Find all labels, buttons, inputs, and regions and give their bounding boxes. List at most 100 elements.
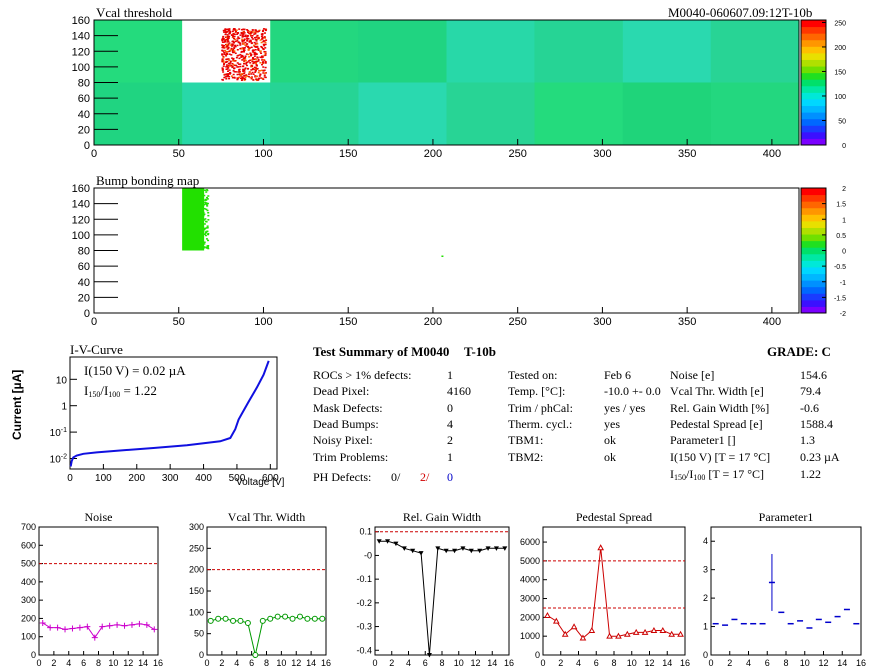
missing-bump <box>206 245 209 247</box>
map1-ytick-label: 60 <box>78 93 90 105</box>
map2-title: Bump bonding map <box>96 173 200 188</box>
vcal-thr-width-point <box>252 652 259 658</box>
summary-title: Test Summary of M0040 <box>313 344 450 359</box>
hot-pixel <box>242 47 245 49</box>
hot-pixel <box>251 38 254 40</box>
hot-pixel <box>242 28 245 30</box>
hot-pixel <box>244 59 247 62</box>
map1-ytick-label: 160 <box>72 15 90 27</box>
hot-pixel <box>264 54 267 56</box>
map2-palette-tick-label: -2 <box>840 311 846 318</box>
hot-pixel <box>263 50 266 53</box>
hot-pixel <box>226 73 229 75</box>
hot-pixel <box>225 43 228 46</box>
hot-pixel <box>222 71 225 73</box>
hot-pixel <box>262 78 265 80</box>
missing-bump <box>207 195 210 197</box>
map2-palette-swatch <box>801 266 826 275</box>
hot-pixel <box>259 39 262 41</box>
hot-pixel <box>244 55 247 57</box>
missing-bump <box>207 247 210 250</box>
hot-pixel <box>260 45 263 48</box>
hot-pixel <box>224 39 227 42</box>
missing-bump <box>205 191 208 193</box>
map1-title: Vcal threshold <box>96 5 173 20</box>
vcal-thr-width-point <box>244 620 251 626</box>
summary-col3-label: Pedestal Spread [e] <box>670 416 763 431</box>
hot-pixel <box>242 48 245 50</box>
hot-pixel <box>236 38 239 40</box>
hot-pixel <box>232 32 235 35</box>
map2-palette-swatch <box>801 273 826 281</box>
map2-palette-tick-label: -1 <box>840 280 846 287</box>
summary-col2-label: Therm. cycl.: <box>508 416 573 431</box>
parameter1-xtick-label: 10 <box>800 658 810 668</box>
hot-pixel <box>232 51 235 54</box>
hot-pixel <box>261 34 264 36</box>
hot-pixel <box>265 39 268 41</box>
hot-pixel <box>250 77 253 80</box>
hot-pixel <box>227 67 230 69</box>
rel-gain-width-xtick-label: 8 <box>439 658 444 668</box>
missing-bump <box>204 233 207 235</box>
hot-pixel <box>253 53 256 56</box>
noise-point <box>76 624 83 631</box>
hot-pixel <box>258 69 261 72</box>
hot-pixel <box>251 60 254 63</box>
iv-ytick-label: 10-2 <box>50 453 67 465</box>
pedestal-spread-xtick-label: 14 <box>662 658 672 668</box>
vcal-thr-width-xtick-label: 2 <box>219 658 224 668</box>
hot-pixel <box>237 32 240 34</box>
map2-palette-swatch <box>801 299 826 307</box>
hot-pixel <box>264 76 267 79</box>
map1-xtick-label: 150 <box>339 148 357 160</box>
hot-pixel <box>242 33 245 35</box>
iv-xlabel: Voltage [V] <box>236 477 285 488</box>
noise-point <box>106 622 113 629</box>
hot-pixel <box>240 79 243 81</box>
hot-pixel <box>246 40 249 42</box>
noise-point <box>121 622 128 629</box>
hot-pixel <box>229 30 232 33</box>
hot-pixel <box>236 78 239 81</box>
hot-pixel <box>250 65 253 67</box>
hot-pixel <box>225 61 228 64</box>
hot-pixel <box>222 39 225 41</box>
pedestal-spread-chart: 0 2 4 6 8 10 12 14 16 0 1000 2000 3000 4000 5000 6000 <box>520 526 690 668</box>
missing-bump <box>205 203 208 206</box>
hot-pixel <box>239 44 242 46</box>
hot-pixel <box>231 34 234 36</box>
hot-pixel <box>243 57 246 60</box>
hot-pixel <box>234 31 237 33</box>
hot-pixel <box>255 30 258 32</box>
pedestal-spread-xtick-label: 2 <box>558 658 563 668</box>
missing-bump <box>202 247 205 249</box>
map1-palette-swatch <box>801 92 826 100</box>
hot-pixel <box>255 75 258 78</box>
hot-pixel <box>234 44 237 47</box>
hot-pixel <box>241 76 244 78</box>
missing-bump <box>441 255 444 257</box>
hot-pixel <box>255 64 258 66</box>
hot-pixel <box>241 32 244 35</box>
hot-pixel <box>259 62 262 64</box>
map2-palette-tick-label: 1.5 <box>836 202 846 209</box>
hot-pixel <box>240 51 243 53</box>
hot-pixel <box>241 59 244 61</box>
vcal-thr-width-ytick-label: 100 <box>189 607 204 617</box>
hot-pixel <box>263 76 266 78</box>
hot-pixel <box>240 28 243 31</box>
hot-pixel <box>244 78 247 81</box>
hot-pixel <box>241 77 244 79</box>
hot-pixel <box>261 30 264 33</box>
hot-pixel <box>241 50 244 53</box>
hot-pixel <box>244 68 247 70</box>
vcal-thr-width-point <box>215 615 222 622</box>
iv-curve-line <box>69 360 270 467</box>
map1-palette-swatch <box>801 46 826 54</box>
summary-col2-label: TBM2: <box>508 449 544 464</box>
hot-pixel <box>262 72 265 74</box>
hot-pixel <box>255 78 258 81</box>
vcal-thr-width-series-line <box>210 616 323 656</box>
hot-pixel <box>221 68 224 70</box>
